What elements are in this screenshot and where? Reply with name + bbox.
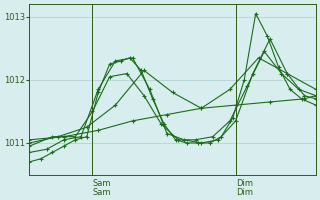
Text: Sam: Sam <box>92 188 111 197</box>
Text: Dim: Dim <box>236 188 253 197</box>
Text: Dim: Dim <box>236 179 253 188</box>
Text: Sam: Sam <box>92 179 111 188</box>
